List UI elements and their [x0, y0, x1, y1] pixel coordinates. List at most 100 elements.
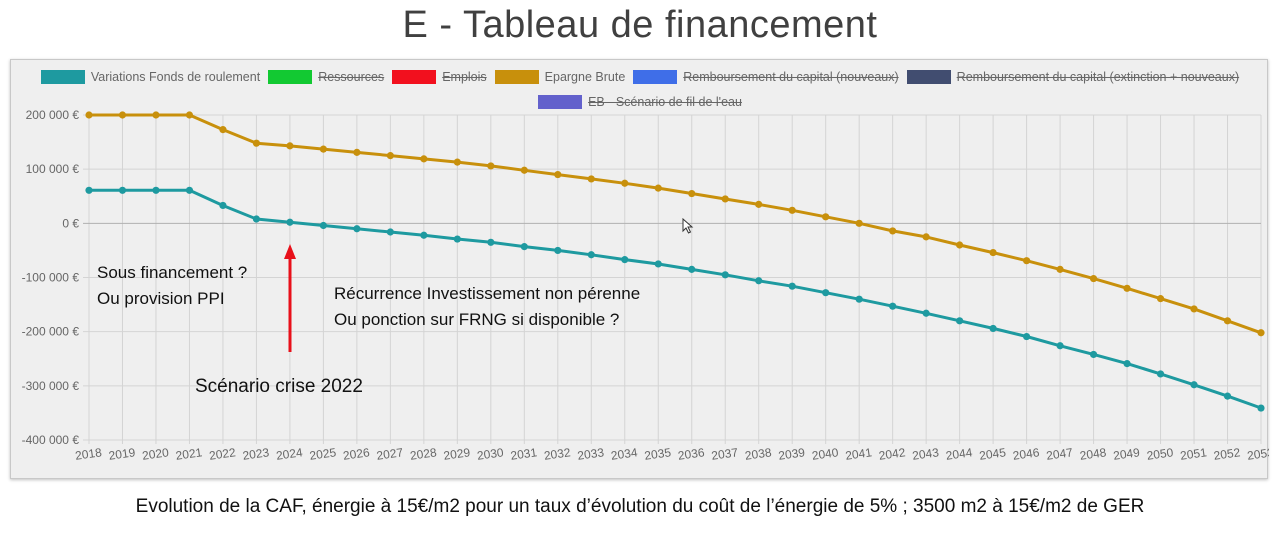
data-point: [286, 218, 294, 226]
data-point: [721, 195, 729, 203]
data-point: [822, 213, 830, 221]
legend-item-5[interactable]: Remboursement du capital (extinction + n…: [906, 66, 1240, 88]
data-point: [1257, 329, 1265, 337]
legend-swatch: [40, 70, 85, 84]
x-tick-label: 2023: [242, 445, 271, 463]
data-point: [855, 295, 863, 303]
data-point: [353, 225, 361, 233]
data-point: [654, 184, 662, 192]
legend-label: Emplois: [442, 70, 487, 84]
data-point: [956, 317, 964, 325]
legend-item-4[interactable]: Remboursement du capital (nouveaux): [633, 66, 899, 88]
data-point: [420, 231, 428, 239]
data-point: [989, 248, 997, 257]
data-point: [755, 200, 763, 208]
y-tick-label: -300 000 €: [22, 379, 80, 393]
annotation-recurrence-line2: Ou ponction sur FRNG si disponible ?: [334, 310, 620, 329]
mouse-cursor-icon: [682, 218, 694, 234]
annotation-underfunding-line1: Sous financement ?: [97, 263, 248, 282]
x-tick-label: 2045: [978, 445, 1007, 463]
data-point: [956, 241, 964, 249]
data-point: [922, 233, 930, 241]
data-point: [286, 142, 294, 150]
legend-item-0[interactable]: Variations Fonds de roulement: [40, 66, 261, 88]
data-point: [1089, 350, 1098, 359]
data-point: [654, 260, 662, 268]
x-tick-label: 2032: [543, 445, 572, 463]
data-point: [1223, 392, 1232, 400]
data-point: [554, 246, 562, 255]
data-point: [353, 148, 361, 156]
data-point: [453, 158, 461, 166]
data-point: [755, 277, 763, 285]
data-point: [688, 189, 696, 198]
data-point: [185, 111, 194, 119]
legend-item-2[interactable]: Emplois: [392, 66, 487, 88]
data-point: [989, 324, 997, 333]
x-tick-label: 2048: [1079, 445, 1108, 463]
data-point: [1156, 295, 1165, 303]
x-tick-label: 2035: [644, 445, 673, 463]
legend-swatch: [268, 70, 313, 84]
annotation-underfunding: Sous financement ? Ou provision PPI: [97, 260, 247, 312]
x-tick-label: 2030: [476, 445, 505, 463]
data-point: [118, 111, 127, 119]
x-tick-label: 2027: [376, 445, 405, 463]
data-point: [487, 238, 495, 246]
x-tick-label: 2029: [443, 445, 472, 463]
series-line-1: [89, 188, 1262, 410]
data-point: [1123, 284, 1131, 292]
data-point: [1257, 404, 1265, 412]
series-line-0: [89, 113, 1262, 335]
legend-swatch: [633, 70, 678, 84]
x-tick-label: 2037: [710, 445, 739, 463]
legend-label: Remboursement du capital (extinction + n…: [956, 70, 1240, 84]
legend-swatch: [538, 95, 583, 109]
x-tick-label: 2046: [1012, 445, 1041, 463]
legend-item-1[interactable]: Ressources: [268, 66, 384, 88]
x-tick-label: 2044: [945, 445, 974, 463]
legend-item-3[interactable]: Epargne Brute: [494, 66, 625, 88]
data-point: [554, 170, 562, 179]
data-point: [85, 111, 93, 119]
data-point: [688, 265, 696, 273]
data-point: [1156, 370, 1165, 378]
x-tick-label: 2021: [175, 445, 204, 463]
legend-label: Remboursement du capital (nouveaux): [683, 70, 899, 84]
data-point: [1123, 360, 1131, 368]
y-tick-label: 100 000 €: [26, 162, 80, 176]
legend-item-6[interactable]: EB - Scénario de fil de l'eau: [538, 91, 742, 113]
data-point: [1023, 332, 1031, 341]
data-point: [219, 201, 227, 210]
legend-swatch: [494, 70, 539, 84]
data-point: [487, 162, 495, 170]
data-point: [621, 179, 629, 187]
x-tick-label: 2020: [141, 445, 170, 463]
legend-swatch: [392, 70, 437, 84]
x-tick-label: 2051: [1179, 445, 1208, 463]
data-point: [587, 251, 595, 259]
data-point: [621, 256, 629, 264]
y-tick-label: -100 000 €: [22, 271, 80, 285]
x-tick-label: 2028: [409, 445, 438, 463]
legend-label: Variations Fonds de roulement: [90, 70, 261, 84]
x-tick-label: 2019: [108, 445, 137, 463]
annotation-recurrence: Récurrence Investissement non pérenne Ou…: [334, 281, 640, 333]
data-point: [788, 206, 796, 214]
data-point: [219, 126, 227, 134]
x-tick-label: 2034: [610, 445, 639, 463]
annotation-underfunding-line2: Ou provision PPI: [97, 289, 225, 308]
data-point: [587, 175, 595, 183]
x-tick-label: 2053: [1246, 445, 1269, 463]
annotation-recurrence-line1: Récurrence Investissement non pérenne: [334, 284, 641, 303]
data-point: [453, 235, 461, 243]
figure-caption: Evolution de la CAF, énergie à 15€/m2 po…: [135, 496, 1145, 517]
legend: Variations Fonds de roulement Ressources E…: [11, 66, 1269, 116]
data-point: [319, 145, 327, 153]
data-point: [1056, 265, 1064, 273]
data-point: [1190, 381, 1198, 389]
legend-label: EB - Scénario de fil de l'eau: [588, 95, 742, 109]
data-point: [889, 302, 897, 310]
y-tick-label: 200 000 €: [26, 108, 80, 122]
y-tick-label: 0 €: [62, 216, 79, 230]
